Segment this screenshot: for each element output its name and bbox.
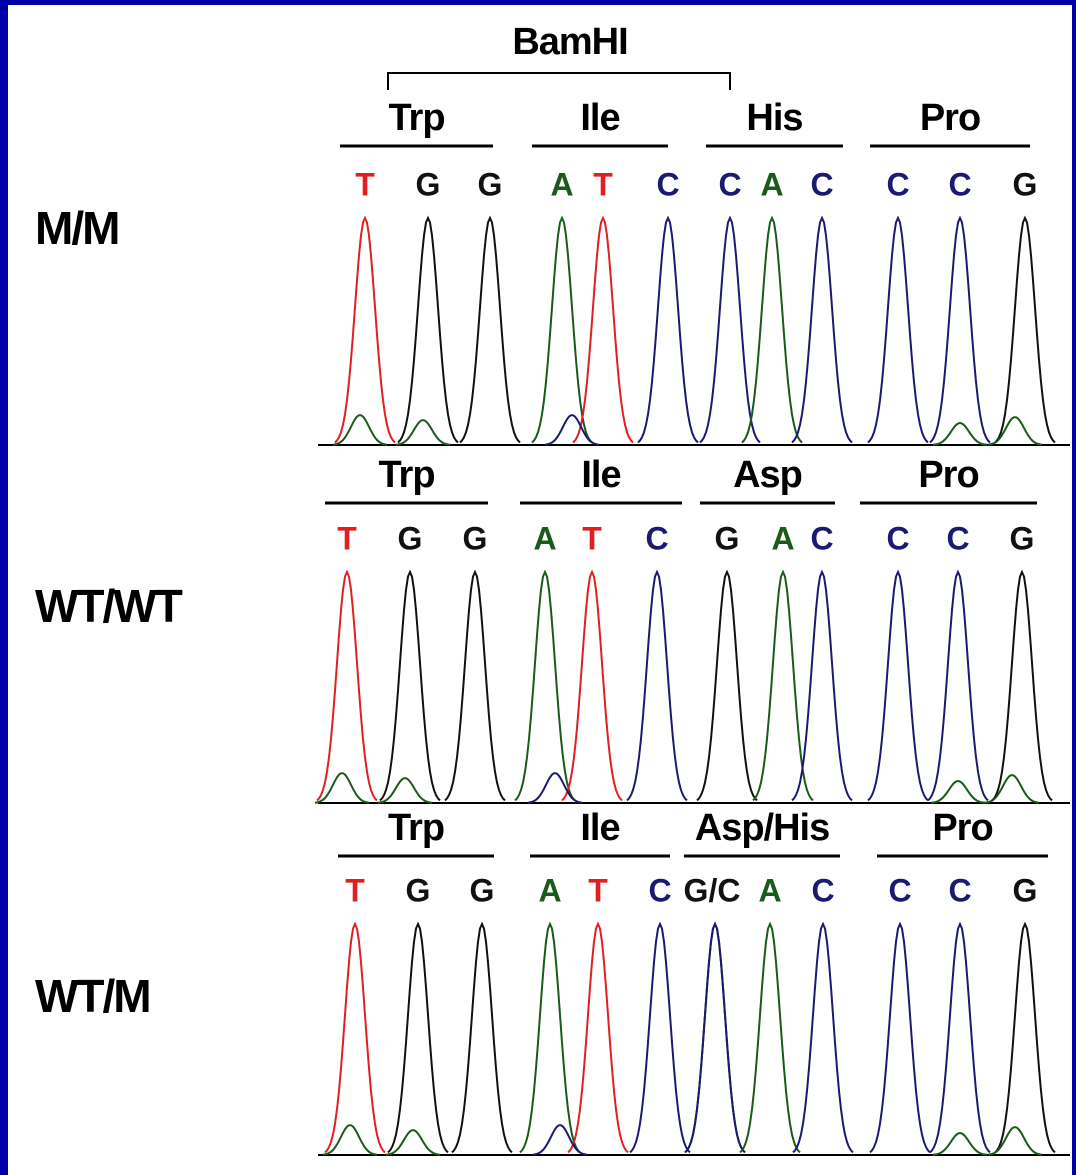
base-call: G bbox=[416, 166, 441, 202]
base-call: G bbox=[1013, 872, 1038, 908]
genotype-label: M/M bbox=[35, 202, 118, 254]
codon-label: Asp bbox=[733, 454, 802, 496]
base-call: C bbox=[718, 166, 741, 202]
base-call: G bbox=[715, 520, 740, 556]
base-call: T bbox=[355, 166, 375, 202]
base-call: C bbox=[811, 872, 834, 908]
codon-label: His bbox=[746, 97, 802, 139]
enzyme-label: BamHI bbox=[512, 21, 627, 63]
base-call: G bbox=[398, 520, 423, 556]
base-call: C bbox=[886, 520, 909, 556]
base-call: A bbox=[550, 166, 573, 202]
genotype-label: WT/WT bbox=[35, 580, 183, 632]
base-call: C bbox=[645, 520, 668, 556]
base-call: T bbox=[337, 520, 357, 556]
codon-label: Pro bbox=[932, 807, 992, 849]
genotype-label: WT/M bbox=[35, 970, 150, 1022]
base-call: C bbox=[810, 166, 833, 202]
base-call: G bbox=[478, 166, 503, 202]
base-call: T bbox=[582, 520, 602, 556]
base-call: G bbox=[470, 872, 495, 908]
base-call: A bbox=[760, 166, 783, 202]
base-call: C bbox=[946, 520, 969, 556]
base-call: T bbox=[593, 166, 613, 202]
base-call: T bbox=[345, 872, 365, 908]
base-call: C bbox=[656, 166, 679, 202]
codon-label: Pro bbox=[920, 97, 980, 139]
figure: BamHI M/MTrpIleHisProTGGATCCACCCGWT/WTTr… bbox=[0, 0, 1076, 1175]
base-call: C bbox=[886, 166, 909, 202]
base-call: A bbox=[538, 872, 561, 908]
base-call: C bbox=[948, 872, 971, 908]
base-call: G bbox=[406, 872, 431, 908]
base-call: C bbox=[810, 520, 833, 556]
codon-label: Pro bbox=[918, 454, 978, 496]
codon-label: Trp bbox=[378, 454, 434, 496]
base-call: C bbox=[948, 166, 971, 202]
base-call: G bbox=[1010, 520, 1035, 556]
base-call: G bbox=[463, 520, 488, 556]
base-call: C bbox=[888, 872, 911, 908]
base-call: T bbox=[588, 872, 608, 908]
codon-label: Asp/His bbox=[695, 807, 829, 849]
codon-label: Trp bbox=[388, 97, 444, 139]
codon-label: Trp bbox=[388, 807, 444, 849]
base-call: G bbox=[1013, 166, 1038, 202]
codon-label: Ile bbox=[580, 807, 619, 849]
codon-label: Ile bbox=[580, 97, 619, 139]
base-call: A bbox=[533, 520, 556, 556]
codon-label: Ile bbox=[581, 454, 620, 496]
base-call: A bbox=[771, 520, 794, 556]
base-call: A bbox=[758, 872, 781, 908]
base-call: C bbox=[648, 872, 671, 908]
base-call: G/C bbox=[684, 872, 741, 908]
